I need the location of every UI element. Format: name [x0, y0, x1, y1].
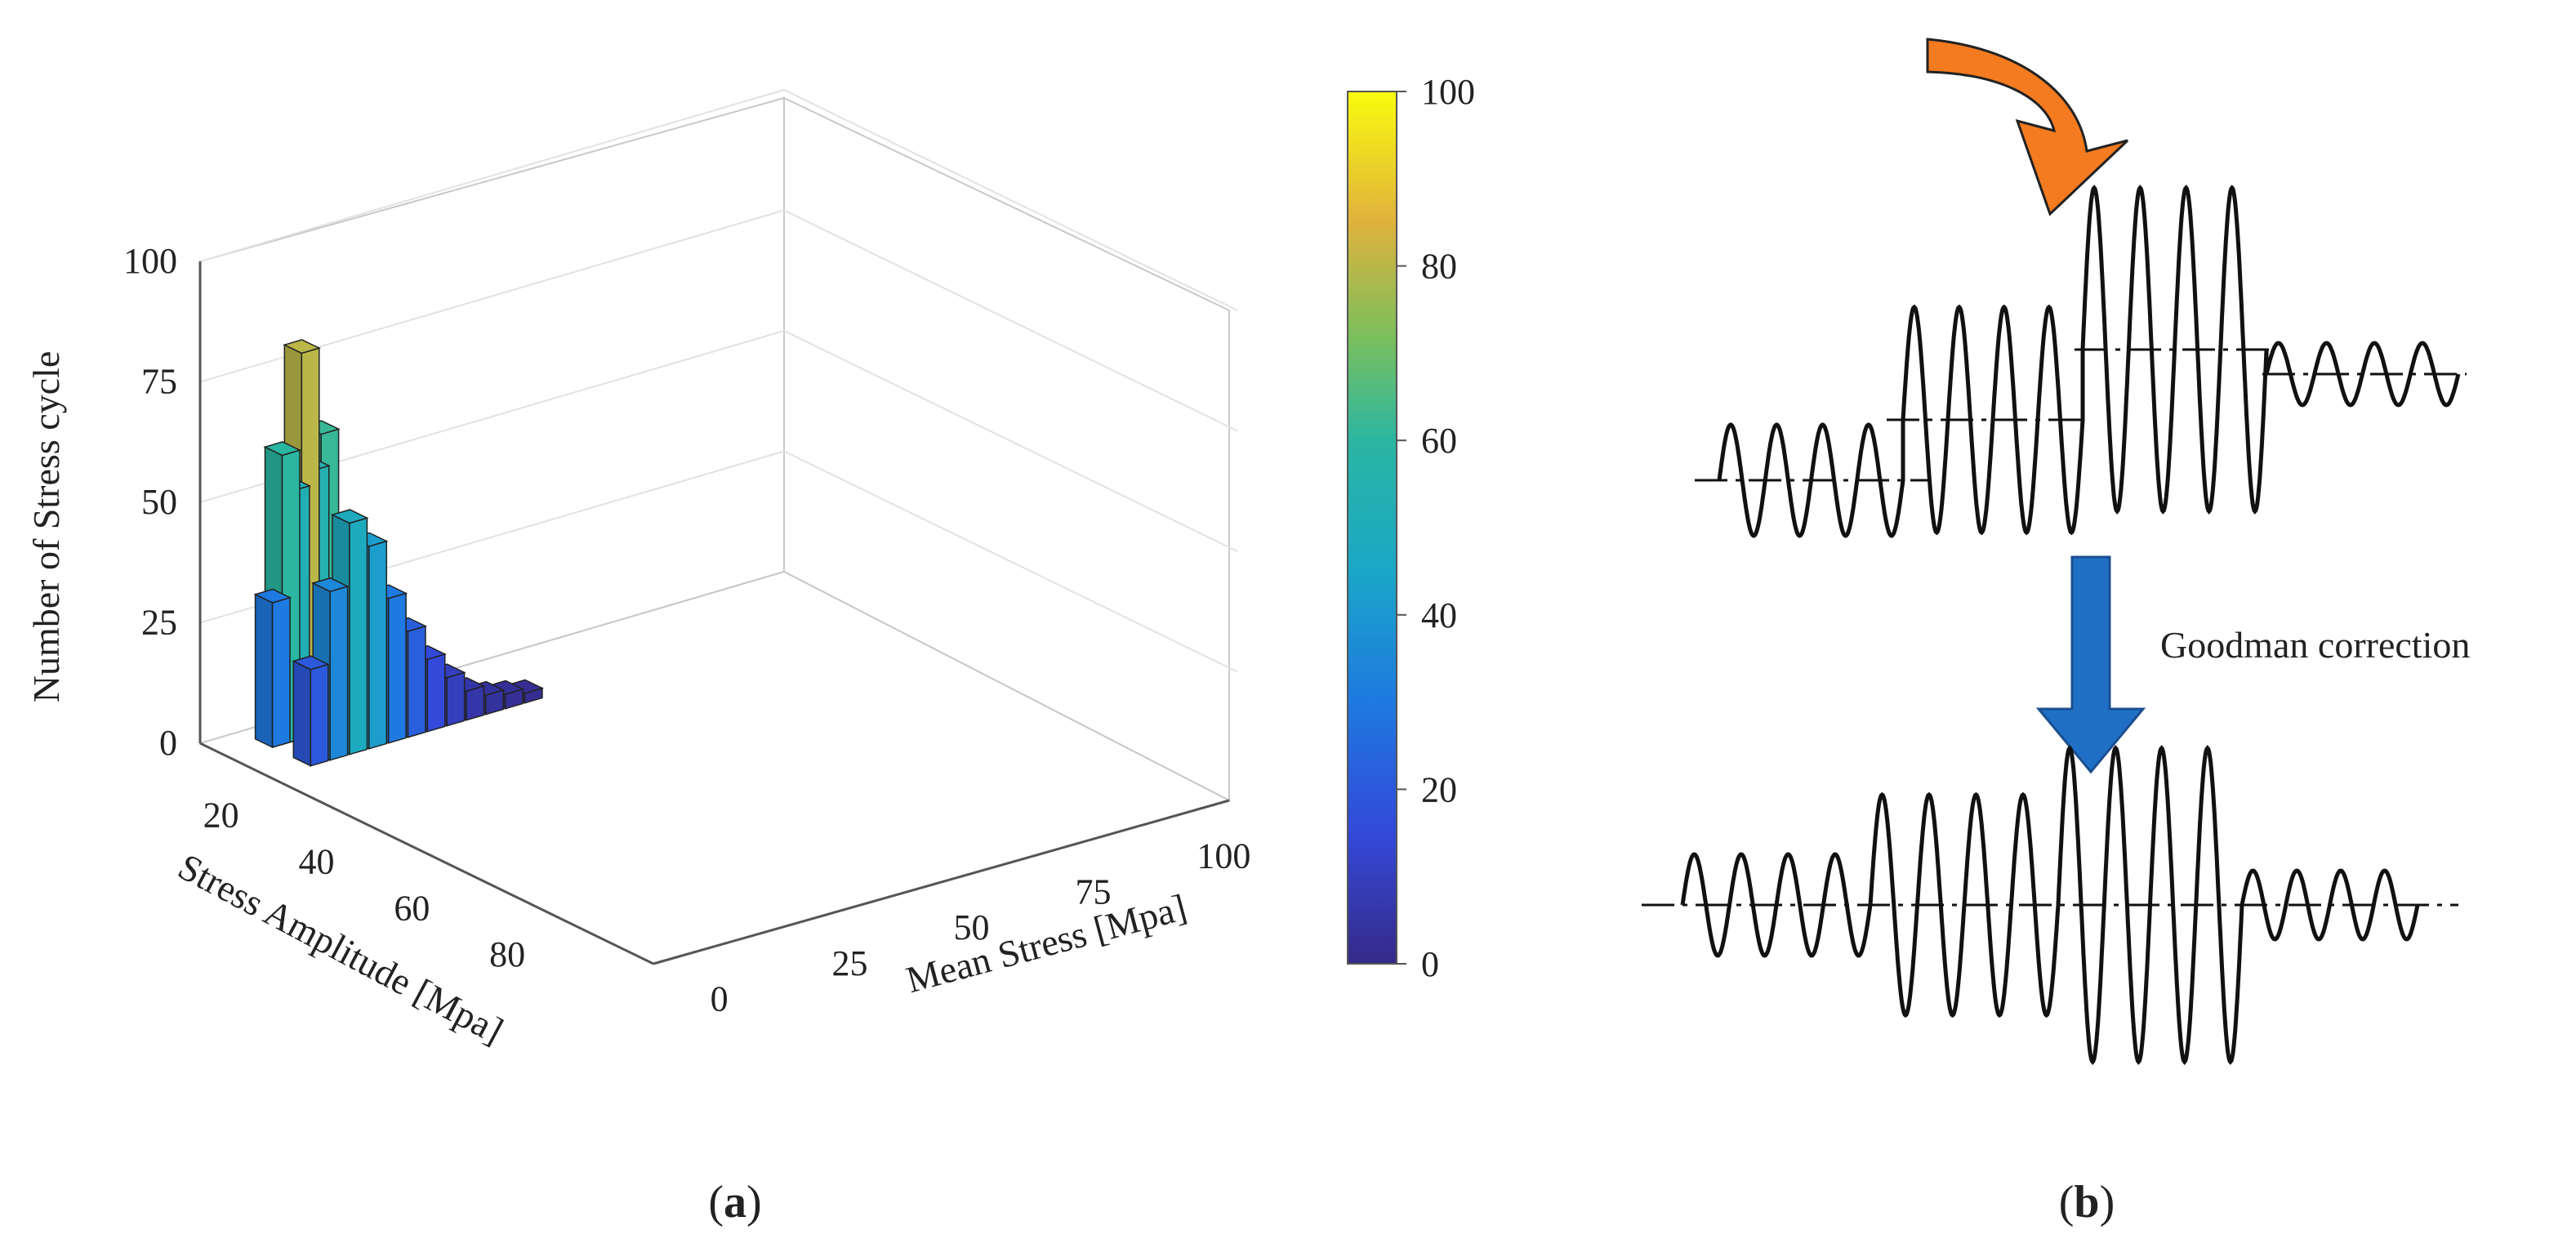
bar-front-face: [368, 540, 388, 750]
colorbar-tick-label: 80: [1421, 247, 1457, 287]
histogram-bar: [253, 588, 292, 749]
bar-top-face: [283, 339, 321, 354]
colorbar-tick-label: 0: [1421, 944, 1439, 984]
bar-top-face: [311, 577, 350, 593]
x-tick-label: 60: [394, 888, 430, 928]
y-tick-label: 25: [832, 943, 868, 983]
colorbar-tick-label: 40: [1421, 595, 1457, 635]
histogram-bar: [292, 655, 330, 767]
colorbar-tick-label: 100: [1421, 72, 1475, 112]
x-axis-label: Stress Amplitude [Mpa]: [172, 845, 510, 1052]
panel-b-goodman-diagram: Goodman correction (b): [1642, 38, 2470, 1228]
bar-top-face: [263, 441, 302, 457]
panel-a-letter: a: [724, 1177, 747, 1228]
orange-curved-arrow-icon: [1926, 38, 2129, 216]
y-tick-label: 100: [1197, 836, 1250, 876]
bar-front-face: [426, 653, 446, 733]
bar-front-face: [407, 625, 426, 738]
z-tick-label: 0: [159, 723, 177, 763]
bar-front-face: [446, 671, 466, 727]
panel-a-caption: (a): [708, 1177, 761, 1228]
colorbar-tick-label: 20: [1421, 769, 1457, 809]
bar-top-face: [330, 509, 369, 524]
bar-left-face: [292, 660, 312, 767]
panel-b-letter: b: [2074, 1177, 2099, 1228]
bar-front-face: [310, 663, 329, 767]
bar-top-face: [292, 655, 330, 671]
bar-top-face: [253, 588, 292, 604]
goodman-correction-label: Goodman correction: [2160, 624, 2470, 666]
z-axis-label: Number of Stress cycle: [25, 351, 67, 703]
z-tick-label: 25: [141, 603, 177, 643]
blue-down-arrow-icon: [2035, 555, 2146, 774]
z-tick-label: 50: [141, 482, 177, 522]
bar-front-face: [466, 685, 485, 721]
x-tick-label: 80: [489, 934, 525, 974]
bar-front-face: [329, 585, 349, 761]
x-axis-ticks: 20 40 60 80: [203, 796, 526, 975]
y-tick-label: 0: [711, 979, 729, 1019]
y-tick-label: 50: [954, 907, 990, 947]
bar-left-face: [254, 593, 274, 749]
original-stress-waveform: [1717, 185, 2461, 538]
z-grid-line: [199, 88, 1238, 311]
z-grid-line: [199, 450, 1238, 673]
y-axis-ticks: 0 25 50 75 100: [711, 836, 1251, 1019]
y-tick-label: 75: [1075, 871, 1111, 911]
x-axis-line: [199, 742, 654, 965]
histogram-bars: [253, 339, 545, 767]
z-grid-line: [199, 209, 1238, 432]
colorbar: 0 20 40 60 80 100: [1347, 72, 1475, 984]
grid-lines: [199, 88, 1238, 673]
z-tick-label: 75: [141, 362, 177, 402]
bar-front-face: [271, 596, 291, 748]
z-grid-line: [199, 329, 1238, 552]
bar-front-face: [387, 592, 407, 744]
colorbar-ticks: 0 20 40 60 80 100: [1397, 72, 1475, 984]
original-mean-lines: [1695, 348, 2467, 482]
z-tick-label: 100: [123, 241, 177, 281]
y-axis-label: Mean Stress [Mpa]: [902, 886, 1191, 1001]
panel-b-caption: (b): [2059, 1177, 2115, 1228]
colorbar-gradient: [1347, 91, 1397, 965]
x-tick-label: 20: [203, 796, 239, 836]
y-axis-line: [653, 799, 1230, 965]
bar-front-face: [349, 517, 368, 755]
panel-a-3d-histogram: 0 25 50 75 100 20 40 60 80 0 25 50 75 100 Number of…: [25, 72, 1475, 1228]
x-tick-label: 40: [298, 841, 334, 881]
z-axis-ticks: 0 25 50 75 100: [123, 241, 177, 763]
corrected-stress-waveform: [1680, 745, 2420, 1065]
colorbar-tick-label: 60: [1421, 421, 1457, 461]
